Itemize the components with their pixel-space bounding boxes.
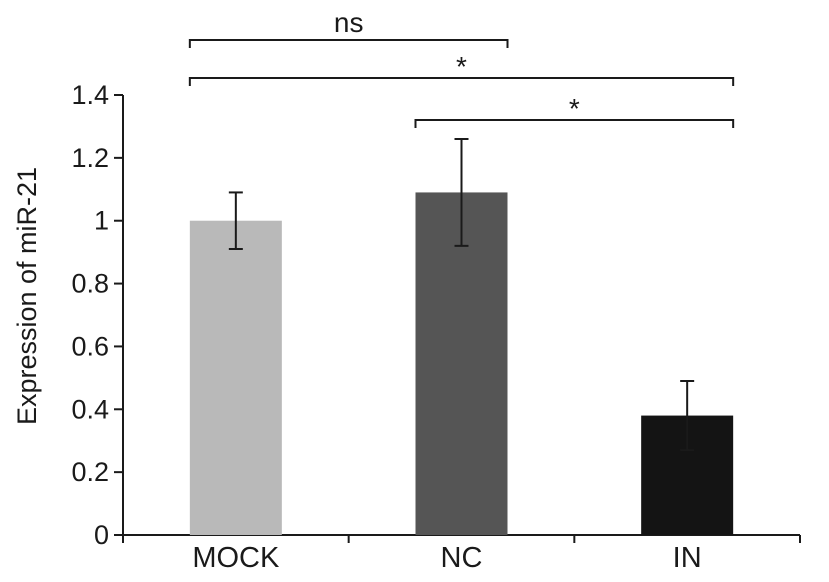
y-tick-label: 0 — [94, 520, 109, 550]
significance-label: * — [456, 51, 467, 82]
y-tick-label: 1.4 — [71, 80, 109, 110]
y-axis-label: Expression of miR-21 — [12, 167, 42, 425]
significance-label: ns — [334, 7, 364, 38]
y-tick-label: 0.4 — [71, 394, 109, 424]
y-tick-label: 1.2 — [71, 143, 109, 173]
y-tick-label: 0.6 — [71, 331, 109, 361]
bar-mock — [189, 220, 282, 535]
significance-label: * — [569, 93, 580, 124]
significance-brackets: ns * * — [188, 7, 735, 128]
bars — [189, 192, 734, 535]
significance-bracket — [188, 39, 509, 48]
category-label: NC — [441, 542, 483, 574]
category-labels: MOCK NC IN — [192, 542, 701, 574]
y-ticks: 0 0.2 0.4 0.6 0.8 1 1.2 1.4 — [71, 80, 123, 550]
category-label: IN — [673, 542, 702, 574]
y-tick-label: 0.8 — [71, 269, 109, 299]
significance-bracket — [414, 119, 735, 128]
y-tick-label: 1 — [94, 206, 109, 236]
bar-nc — [415, 192, 508, 535]
category-label: MOCK — [192, 542, 280, 574]
error-bars — [228, 138, 695, 452]
significance-bracket — [188, 77, 735, 86]
y-tick-label: 0.2 — [71, 457, 109, 487]
